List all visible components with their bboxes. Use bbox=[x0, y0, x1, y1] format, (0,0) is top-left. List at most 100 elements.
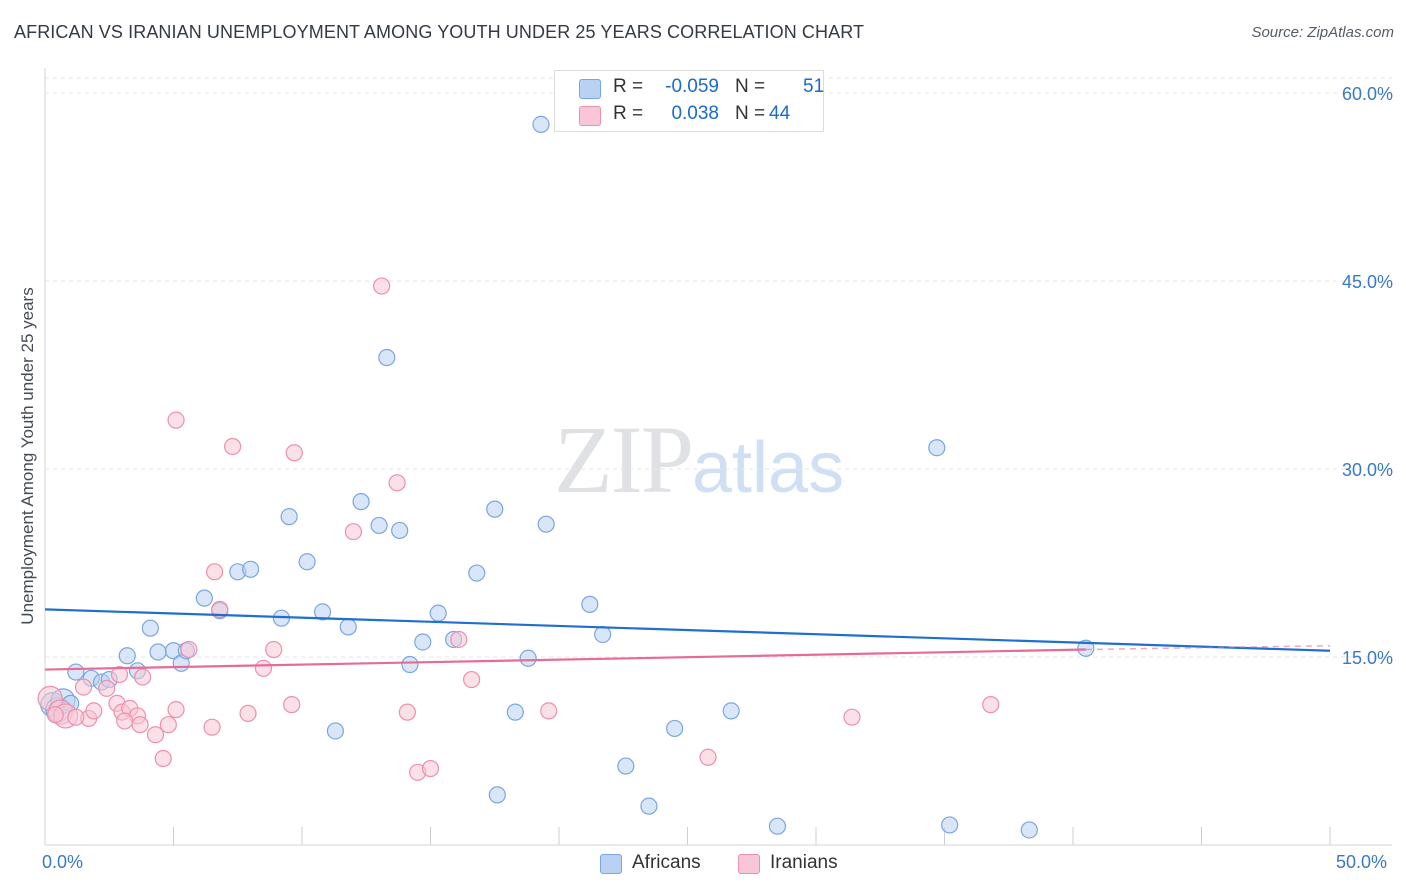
africans-point bbox=[666, 719, 684, 738]
iranians-n-label: N = bbox=[735, 103, 766, 124]
africans-legend-swatch bbox=[600, 854, 622, 874]
iranians-point bbox=[344, 523, 362, 541]
africans-point bbox=[401, 655, 419, 674]
africans-point bbox=[640, 797, 658, 815]
x-tick-min: 0.0% bbox=[42, 852, 84, 872]
iranians-point bbox=[67, 708, 85, 726]
africans-r-value: -0.059 bbox=[665, 76, 719, 97]
africans-point bbox=[242, 560, 260, 578]
africans-n-value: 51 bbox=[803, 76, 825, 97]
iranians-point bbox=[373, 277, 391, 295]
iranians-point bbox=[254, 659, 273, 677]
africans-point bbox=[488, 786, 506, 804]
iranians-swatch bbox=[579, 106, 601, 126]
correlation-legend: R = -0.059 N = 51 R = 0.038 N = 44 bbox=[554, 70, 824, 132]
iranians-point bbox=[180, 640, 198, 659]
africans-trend-line bbox=[44, 608, 1331, 652]
iranians-points bbox=[37, 277, 1000, 781]
iranians-point bbox=[134, 668, 152, 686]
iranians-point bbox=[398, 703, 416, 721]
africans-point bbox=[617, 757, 635, 775]
africans-point bbox=[352, 493, 370, 511]
legend-row-iranians: R = 0.038 N = 44 bbox=[555, 100, 823, 128]
iranians-point bbox=[265, 640, 283, 659]
africans-point bbox=[339, 618, 357, 636]
axes bbox=[44, 68, 1392, 846]
iranians-point bbox=[699, 748, 717, 766]
iranians-point bbox=[388, 474, 406, 492]
africans-point bbox=[67, 663, 85, 681]
iranians-point bbox=[283, 696, 301, 714]
iranians-point bbox=[167, 701, 185, 719]
africans-point bbox=[532, 115, 550, 133]
iranians-point bbox=[167, 411, 185, 429]
source-label: Source: ZipAtlas.com bbox=[1251, 24, 1394, 41]
iranians-point bbox=[85, 702, 103, 720]
iranians-point bbox=[74, 678, 93, 696]
iranians-point bbox=[540, 702, 558, 720]
africans-point bbox=[486, 500, 504, 518]
iranians-point bbox=[843, 708, 861, 726]
watermark: ZIPatlas bbox=[554, 404, 844, 515]
iranians-point bbox=[116, 712, 134, 730]
iranians-n-value: 44 bbox=[769, 103, 791, 124]
africans-point bbox=[149, 643, 167, 661]
africans-n-label: N = bbox=[735, 76, 766, 97]
africans-point bbox=[280, 508, 298, 526]
africans-point bbox=[768, 817, 787, 835]
iranians-r-label: R = bbox=[613, 103, 644, 124]
africans-r-label: R = bbox=[613, 76, 644, 97]
iranians-trend-extension bbox=[1085, 644, 1331, 651]
iranians-point bbox=[159, 716, 177, 734]
iranians-point bbox=[285, 444, 303, 462]
africans-point bbox=[537, 515, 555, 533]
africans-point bbox=[313, 603, 332, 621]
iranians-point bbox=[110, 665, 129, 684]
africans-swatch bbox=[579, 79, 601, 99]
africans-point bbox=[941, 816, 959, 834]
iranians-point bbox=[131, 716, 149, 734]
africans-point bbox=[326, 722, 345, 740]
iranians-point bbox=[98, 679, 116, 697]
y-tick-label: 30.0% bbox=[1342, 460, 1393, 480]
africans-point bbox=[195, 589, 213, 607]
africans-point bbox=[468, 564, 486, 582]
iranians-legend-label: Iranians bbox=[770, 852, 838, 873]
iranians-point bbox=[224, 437, 242, 456]
africans-point bbox=[370, 516, 388, 535]
iranians-trend-line bbox=[44, 648, 1086, 671]
iranians-point bbox=[146, 726, 165, 744]
iranians-point bbox=[450, 630, 468, 649]
africans-point bbox=[1077, 639, 1095, 657]
y-tick-labels: 15.0% 30.0% 45.0% 60.0% bbox=[1342, 84, 1393, 668]
africans-point bbox=[298, 553, 316, 571]
africans-point bbox=[378, 348, 396, 367]
legend-row-africans: R = -0.059 N = 51 bbox=[555, 73, 824, 101]
y-tick-label: 60.0% bbox=[1342, 84, 1393, 104]
y-axis-label: Unemployment Among Youth under 25 years bbox=[18, 287, 37, 625]
iranians-legend-swatch bbox=[738, 854, 760, 874]
africans-point bbox=[391, 521, 409, 540]
africans-point bbox=[141, 619, 159, 637]
africans-point bbox=[429, 604, 447, 622]
iranians-point bbox=[982, 696, 1000, 714]
africans-point bbox=[1020, 821, 1038, 839]
iranians-point bbox=[421, 759, 440, 778]
chart-title: AFRICAN VS IRANIAN UNEMPLOYMENT AMONG YO… bbox=[14, 22, 865, 42]
iranians-point bbox=[206, 563, 224, 581]
y-tick-label: 15.0% bbox=[1342, 648, 1393, 668]
iranians-r-value: 0.038 bbox=[671, 103, 719, 124]
iranians-point bbox=[154, 749, 172, 768]
iranians-point bbox=[46, 706, 64, 724]
africans-legend-label: Africans bbox=[632, 852, 701, 873]
africans-points bbox=[40, 115, 1095, 839]
africans-point bbox=[928, 439, 946, 457]
iranians-point bbox=[203, 718, 221, 736]
africans-point bbox=[414, 633, 432, 651]
iranians-point bbox=[463, 670, 481, 689]
iranians-point bbox=[239, 704, 257, 723]
africans-point bbox=[594, 625, 612, 644]
x-tick-max: 50.0% bbox=[1336, 852, 1388, 872]
africans-point bbox=[581, 595, 599, 613]
